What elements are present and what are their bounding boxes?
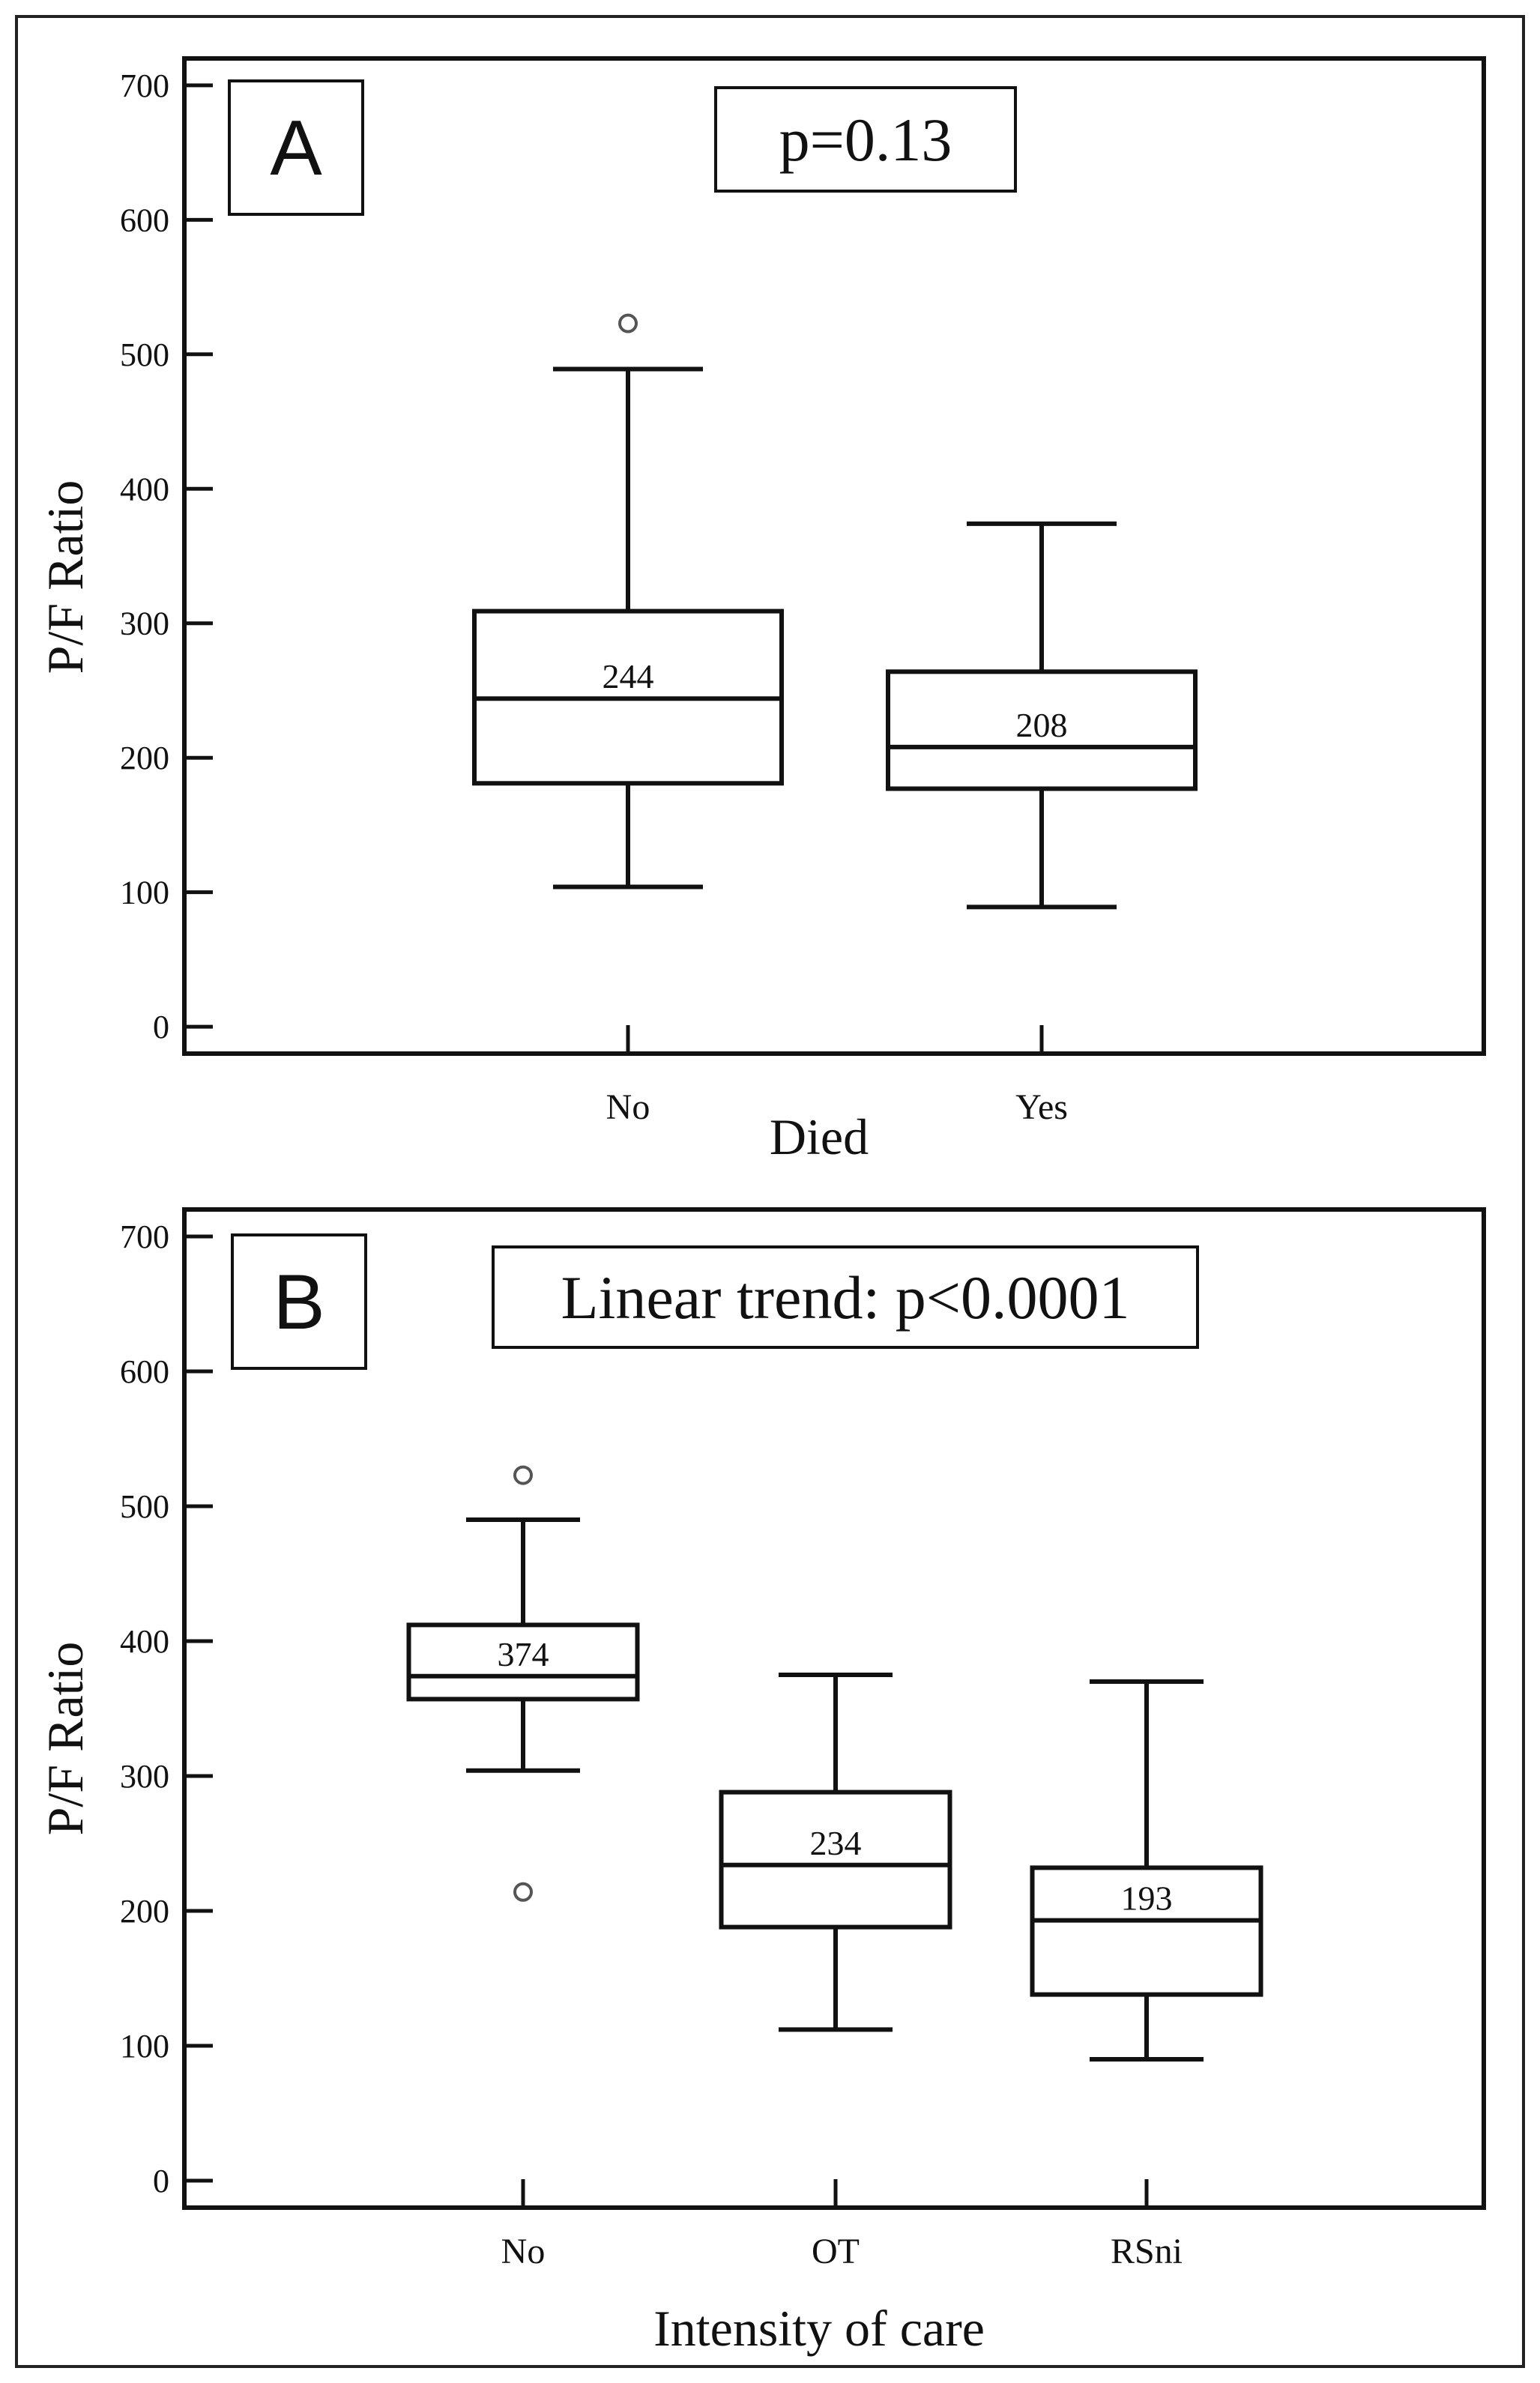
- median-label: 374: [498, 1635, 549, 1673]
- y-tick-label: 0: [153, 2163, 169, 2199]
- y-tick-label: 200: [120, 740, 169, 776]
- y-tick-label: 0: [153, 1009, 169, 1045]
- median-label: 234: [810, 1824, 862, 1862]
- x-category-label: OT: [812, 2232, 860, 2271]
- y-tick-label: 200: [120, 1893, 169, 1930]
- iqr-box: [719, 1789, 952, 1930]
- outlier-point: [513, 1465, 533, 1485]
- iqr-box: [886, 669, 1198, 791]
- outlier-point: [618, 313, 638, 333]
- stat-annotation-box: [714, 86, 1017, 193]
- box-group-no: 244 No: [472, 313, 784, 1127]
- box-group-no: 374 No: [406, 1465, 640, 2271]
- x-category-label: Yes: [1015, 1087, 1068, 1127]
- x-category-label: No: [606, 1087, 650, 1127]
- box-group-yes: 208 Yes: [886, 521, 1198, 1127]
- x-axis-title: Intensity of care: [653, 2300, 985, 2357]
- y-tick-label: 700: [120, 67, 169, 104]
- panel-letter-box: [231, 1233, 367, 1370]
- y-axis-title: P/F Ratio: [37, 1642, 94, 1836]
- y-tick-label: 500: [120, 1488, 169, 1525]
- panel-letter: B: [273, 1259, 324, 1346]
- stat-annotation: Linear trend: p<0.0001: [561, 1263, 1130, 1332]
- iqr-box: [1030, 1865, 1263, 1997]
- y-tick-label: 300: [120, 1758, 169, 1795]
- y-tick-label: 100: [120, 875, 169, 911]
- y-tick-label: 600: [120, 202, 169, 238]
- stat-annotation: p=0.13: [779, 106, 952, 174]
- median-label: 208: [1016, 706, 1068, 744]
- y-tick-label: 600: [120, 1353, 169, 1390]
- y-tick-label: 500: [120, 336, 169, 373]
- stat-annotation-box: [492, 1245, 1199, 1349]
- plot-frame: [182, 56, 1486, 1056]
- panel-a: 0 100 200 300 400 500 600 700 P/F Ratio Died A p=0.…: [37, 56, 1486, 1165]
- y-tick-label: 300: [120, 605, 169, 642]
- x-category-label: No: [501, 2232, 546, 2271]
- panel-letter: A: [270, 105, 322, 192]
- box-group-ot: 234 OT: [719, 1673, 952, 2271]
- y-tick-label: 400: [120, 1623, 169, 1660]
- x-category-label: RSni: [1111, 2232, 1183, 2271]
- box-group-rsni: 193 RSni: [1030, 1679, 1263, 2271]
- outlier-point: [513, 1882, 533, 1902]
- panel-b: 0 100 200 300 400 500 600 700 P/F Ratio Intensity…: [37, 1207, 1486, 2357]
- y-axis-title: P/F Ratio: [37, 480, 94, 674]
- figure-border: [15, 15, 1525, 2368]
- y-tick-label: 400: [120, 471, 169, 507]
- x-axis-title: Died: [770, 1108, 869, 1165]
- y-tick-label: 100: [120, 2028, 169, 2065]
- iqr-box: [406, 1622, 640, 1702]
- panel-letter-box: [228, 79, 364, 216]
- y-tick-label: 700: [120, 1218, 169, 1255]
- median-label: 193: [1121, 1879, 1173, 1918]
- median-label: 244: [603, 657, 654, 695]
